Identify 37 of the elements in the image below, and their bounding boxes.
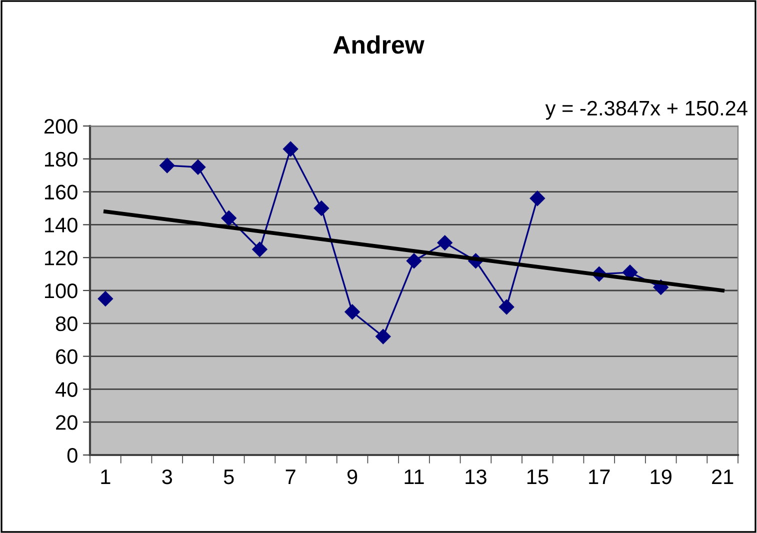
y-tick-label: 160 — [45, 184, 78, 200]
point — [221, 210, 236, 226]
point — [437, 235, 452, 250]
y-tick-label: 140 — [45, 218, 78, 232]
point — [98, 291, 113, 306]
point — [406, 253, 422, 268]
x-tick-label: 1 — [101, 470, 110, 484]
point — [376, 328, 391, 344]
y-tick-label: 100 — [45, 284, 78, 298]
point — [344, 304, 360, 320]
y-tick-label: 40 — [56, 382, 78, 397]
point — [252, 242, 268, 257]
x-tick-label: 9 — [347, 469, 358, 484]
x-tick-label: 7 — [286, 470, 296, 484]
point — [530, 190, 545, 206]
x-tick-label: 3 — [162, 469, 172, 484]
x-tick-label: 17 — [589, 470, 610, 484]
x-tick-label: 15 — [527, 470, 548, 484]
chart-title: Andrew — [333, 35, 424, 54]
x-tick-label: 11 — [404, 470, 424, 484]
point — [160, 158, 175, 174]
point — [499, 299, 514, 315]
x-tick-label: 13 — [466, 469, 486, 484]
y-tick-label: 180 — [45, 152, 78, 167]
y-tick-label: 120 — [45, 250, 78, 266]
point — [314, 200, 329, 216]
x-tick-label: 5 — [224, 470, 234, 484]
y-tick-label: 60 — [56, 349, 78, 364]
x-tick-label: 21 — [712, 469, 734, 484]
point — [190, 160, 206, 175]
y-tick-label: 0 — [67, 448, 78, 463]
y-tick-label: 80 — [56, 316, 78, 332]
text: y = -2.3847x + 150.24 — [545, 100, 748, 120]
y-tick-label: 20 — [56, 415, 78, 430]
y-tick-label: 200 — [44, 119, 78, 134]
point — [283, 141, 298, 157]
x-tick-label: 19 — [650, 469, 672, 484]
